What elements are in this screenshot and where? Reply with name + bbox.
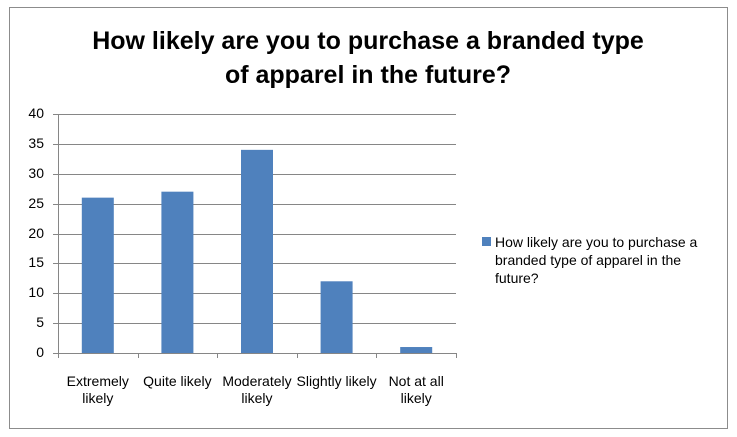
y-tick-label: 15 [28,254,44,270]
legend-label: How likely are you to purchase a branded… [495,234,698,286]
chart-border [9,7,728,429]
bar [161,191,194,353]
x-tick-label: Quite likely [143,373,212,389]
chart-title: How likely are you to purchase a branded… [92,27,644,89]
y-tick-label: 35 [28,135,44,151]
x-tick-label: Extremely likely [66,373,129,406]
y-tick-label: 20 [28,225,44,241]
y-tick-label: 5 [36,314,44,330]
y-tick-label: 10 [28,284,44,300]
legend-swatch [482,237,491,246]
y-tick-label: 30 [28,165,44,181]
y-tick-label: 25 [28,195,44,211]
bar [81,197,114,353]
x-tick-label: Not at all likely [388,373,444,406]
x-tick-label: Moderately likely [222,373,292,406]
x-tick-label: Slightly likely [296,373,377,389]
bar [400,347,433,353]
y-tick-label: 40 [28,105,44,121]
bar [320,281,353,353]
y-tick-label: 0 [36,344,44,360]
bar [241,149,273,353]
